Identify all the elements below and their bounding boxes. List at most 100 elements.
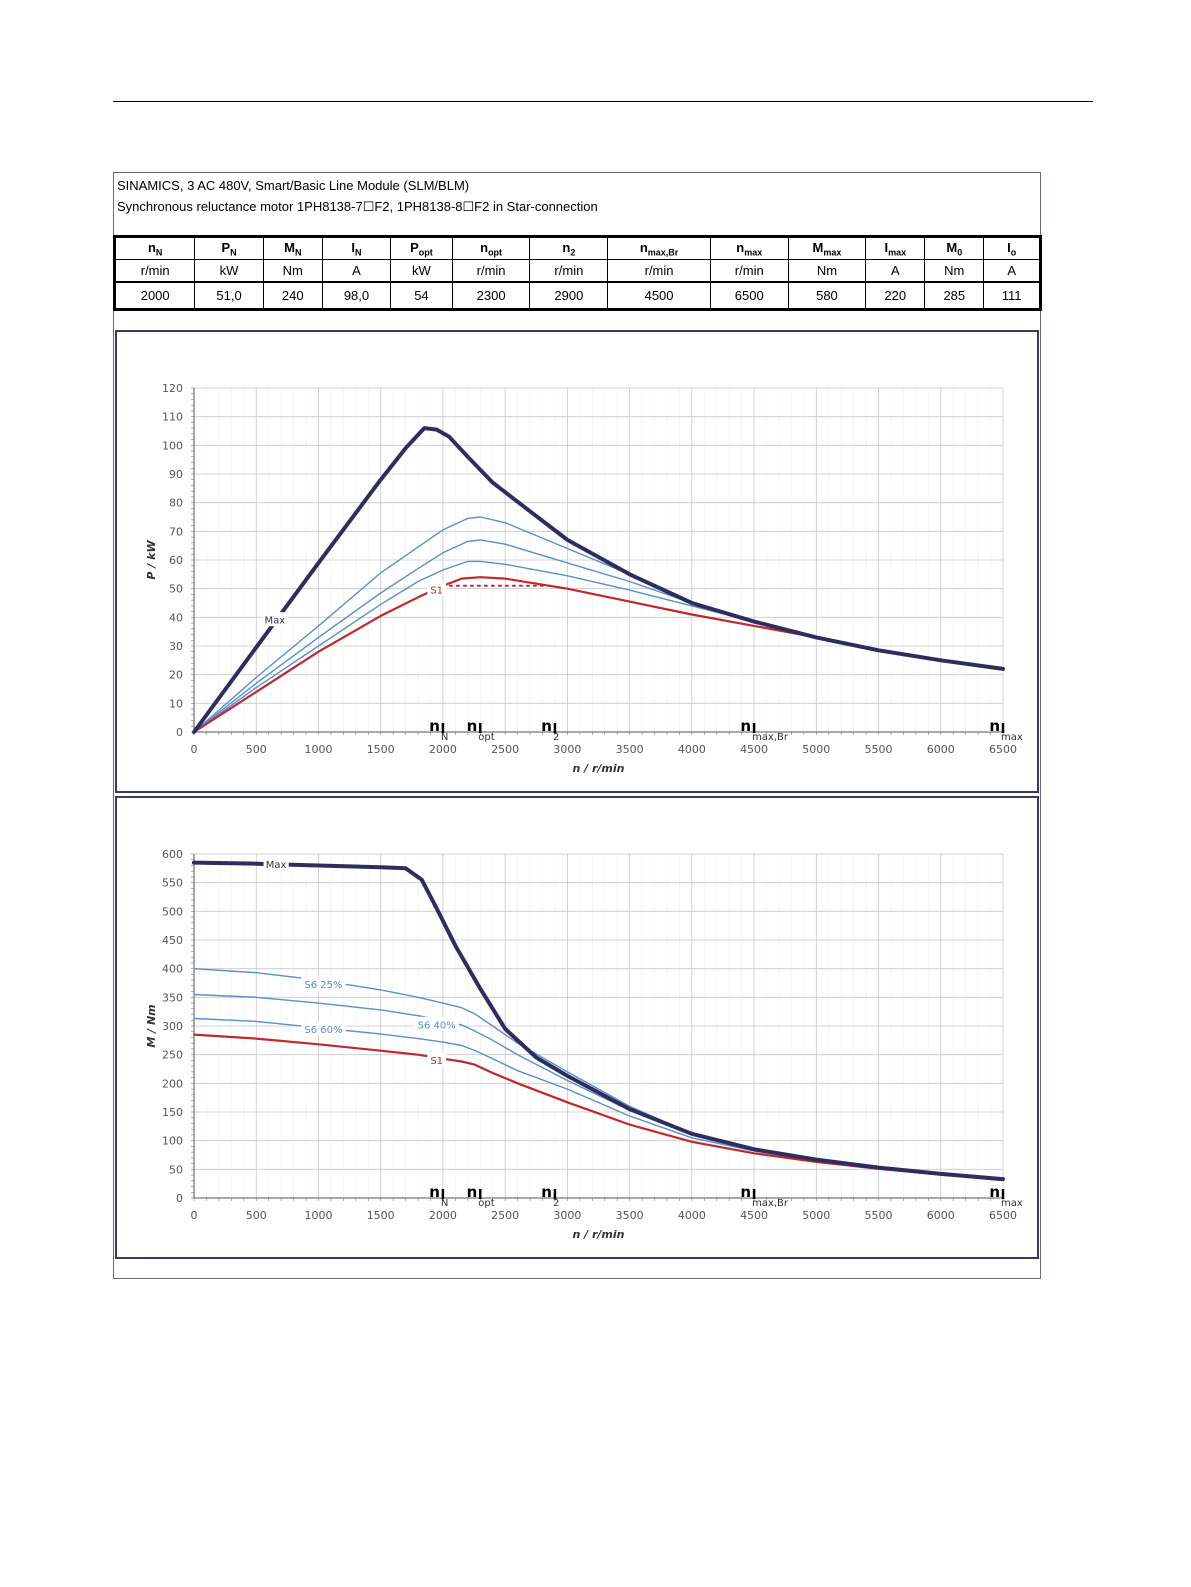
spec-symbol-base: P: [221, 239, 231, 255]
series-label: S6 60%: [304, 1025, 342, 1036]
spec-symbol-sub: o: [1010, 247, 1017, 258]
y-tick-label: 90: [169, 468, 183, 481]
series-line-s1: [192, 576, 1005, 734]
spec-symbol-5: nopt: [451, 235, 531, 260]
spec-symbol-7: nmax,Br: [607, 235, 711, 260]
x-tick-label: 0: [191, 743, 198, 756]
x-tick-label: 5000: [802, 743, 830, 756]
speed-marker-subscript: opt: [478, 1198, 494, 1209]
spec-symbol-0: nN: [112, 235, 196, 260]
spec-symbol-base: I: [1007, 239, 1011, 255]
spec-symbol-sub: opt: [418, 247, 433, 258]
x-tick-label: 500: [246, 1209, 267, 1222]
spec-value-3: 98,0: [321, 281, 392, 311]
series-label-bg: [427, 582, 447, 597]
spec-unit-11: Nm: [924, 259, 985, 283]
axis-minor-ticks: [191, 853, 1004, 1201]
x-tick-label: 6500: [989, 1209, 1017, 1222]
spec-symbol-sub: max: [744, 247, 763, 258]
x-tick-label: 5500: [865, 743, 893, 756]
spec-symbol-sub: opt: [488, 247, 503, 258]
spec-symbol-3: IN: [321, 235, 392, 260]
series-label-bg: [262, 612, 288, 627]
y-tick-label: 550: [162, 877, 183, 890]
x-tick-label: 1000: [304, 1209, 332, 1222]
y-tick-label: 200: [162, 1077, 183, 1090]
x-tick-label: 6000: [927, 1209, 955, 1222]
series-label-bg: [301, 976, 346, 991]
spec-value-4: 54: [390, 281, 453, 311]
spec-symbol-6: n2: [529, 235, 609, 260]
x-tick-label: 1000: [304, 743, 332, 756]
speed-marker-max: nmax: [989, 717, 1023, 743]
y-tick-label: 300: [162, 1020, 183, 1033]
spec-symbol-sub: N: [355, 247, 362, 258]
y-tick-label: 0: [176, 1192, 183, 1205]
spec-symbol-base: M: [284, 239, 295, 255]
y-tick-label: 110: [162, 411, 183, 424]
y-tick-label: 10: [169, 697, 183, 710]
y-tick-label: 120: [162, 382, 183, 395]
spec-value-7: 4500: [607, 281, 711, 311]
speed-marker-subscript: N: [441, 732, 448, 743]
spec-symbol-sub: N: [294, 247, 302, 258]
speed-marker-symbol: n: [541, 1183, 552, 1201]
spec-value-2: 240: [262, 281, 323, 311]
header-line-2: Synchronous reluctance motor 1PH8138-7☐F…: [117, 199, 598, 214]
spec-symbol-sub: max: [888, 247, 907, 258]
series-label: S1: [430, 1056, 443, 1067]
spec-unit-0: r/min: [112, 259, 196, 283]
speed-marker-subscript: 2: [553, 1198, 559, 1209]
y-tick-label: 0: [176, 726, 183, 739]
power-chart: 0 500 1000 1500 2000 2500 3000 3500 4000 4500 5000…: [145, 382, 1023, 775]
speed-marker-subscript: max: [1001, 1198, 1023, 1209]
speed-marker-subscript: max,Br: [752, 732, 789, 743]
x-tick-label: 2500: [491, 1209, 519, 1222]
spec-symbol-sub: max,Br: [647, 247, 679, 258]
spec-symbol-1: PN: [194, 235, 264, 260]
x-tick-label: 1500: [367, 743, 395, 756]
speed-marker-symbol: n: [429, 717, 440, 735]
spec-value-5: 2300: [451, 281, 531, 311]
x-tick-label: 6000: [927, 743, 955, 756]
spec-value-10: 220: [865, 281, 926, 311]
series-label-bg: [263, 856, 289, 871]
y-tick-label: 400: [162, 963, 183, 976]
spec-symbol-base: M: [812, 239, 824, 255]
x-tick-label: 1500: [367, 1209, 395, 1222]
spec-symbol-base: M: [946, 239, 958, 255]
spec-symbol-2: MN: [262, 235, 323, 260]
spec-unit-12: A: [983, 259, 1042, 283]
y-tick-label: 80: [169, 497, 183, 510]
spec-unit-7: r/min: [607, 259, 711, 283]
speed-marker-symbol: n: [740, 717, 751, 735]
y-tick-label: 250: [162, 1049, 183, 1062]
x-tick-label: 3000: [553, 1209, 581, 1222]
series-label: Max: [265, 616, 286, 627]
y-tick-label: 60: [169, 554, 183, 567]
y-tick-label: 100: [162, 439, 183, 452]
datasheet-frame: [113, 172, 1041, 1279]
spec-symbol-sub: N: [230, 247, 237, 258]
series-label: S6 40%: [418, 1020, 456, 1031]
series-line-max: [192, 860, 1005, 1182]
spec-symbol-9: Mmax: [787, 235, 867, 260]
y-axis-label: M / Nm: [145, 1004, 158, 1047]
x-tick-label: 4000: [678, 743, 706, 756]
series-label-bg: [427, 1052, 447, 1067]
speed-marker-symbol: n: [467, 1183, 478, 1201]
spec-symbol-sub: N: [155, 247, 163, 258]
speed-marker-2: n2: [541, 717, 559, 743]
y-tick-label: 100: [162, 1135, 183, 1148]
spec-table: nN PN MN IN Popt nopt n2 nmax,Br nmax Mmax Imax M0 I…: [112, 235, 1042, 311]
x-tick-label: 4500: [740, 1209, 768, 1222]
speed-marker-symbol: n: [429, 1183, 440, 1201]
x-tick-label: 3000: [553, 743, 581, 756]
series-line-s6-25-: [193, 967, 1004, 1180]
spec-unit-1: kW: [194, 259, 264, 283]
spec-symbol-base: n: [480, 239, 489, 255]
x-tick-label: 2000: [429, 1209, 457, 1222]
speed-marker-subscript: 2: [553, 732, 559, 743]
x-tick-label: 6500: [989, 743, 1017, 756]
series-label: S6 25%: [304, 980, 342, 991]
